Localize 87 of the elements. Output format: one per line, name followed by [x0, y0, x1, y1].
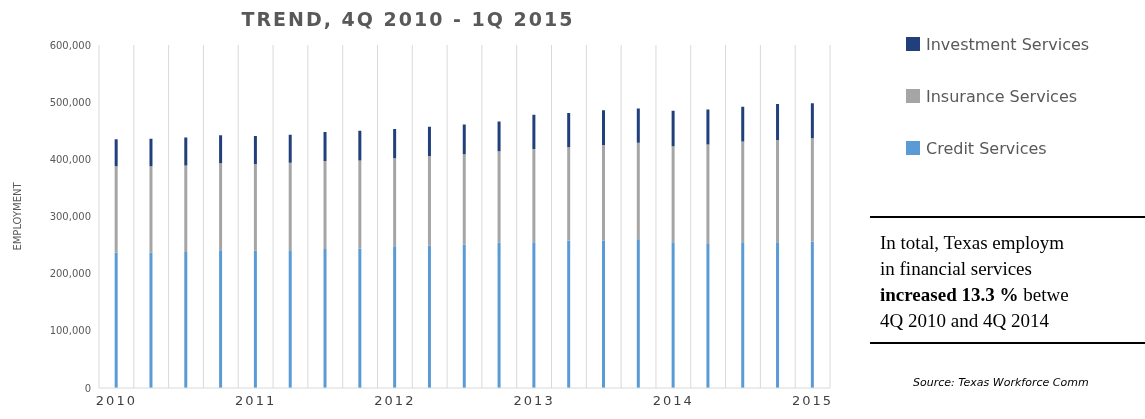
- y-tick-label: 600,000: [49, 39, 91, 51]
- bar: [462, 154, 466, 245]
- bar: [219, 250, 223, 388]
- bar: [427, 155, 431, 246]
- bar: [567, 240, 571, 388]
- bar: [427, 245, 431, 388]
- bar: [149, 252, 153, 388]
- bar: [776, 103, 780, 140]
- bar: [462, 244, 466, 388]
- bar: [114, 252, 118, 388]
- bar: [114, 139, 118, 167]
- text: increased 13.3 %: [880, 284, 1019, 305]
- bar: [358, 160, 362, 249]
- source-note: Source: Texas Workforce Comm: [913, 376, 1089, 389]
- bar: [810, 138, 814, 242]
- bar: [776, 242, 780, 388]
- bar: [497, 151, 501, 243]
- y-tick-label: 100,000: [49, 325, 91, 337]
- bar: [706, 109, 710, 145]
- bar: [393, 129, 397, 159]
- bar: [393, 246, 397, 388]
- bar: [776, 139, 780, 243]
- y-tick-label: 200,000: [49, 268, 91, 280]
- bar: [602, 145, 605, 241]
- bar: [706, 144, 710, 244]
- bar: [810, 241, 814, 388]
- bar: [393, 158, 397, 247]
- bar: [741, 242, 745, 388]
- y-tick-label: 0: [84, 382, 91, 394]
- bar: [741, 106, 745, 142]
- x-tick-label: 2015: [792, 393, 834, 409]
- bar: [184, 137, 188, 166]
- bar: [602, 240, 605, 388]
- bar: [462, 124, 466, 155]
- bar: [671, 242, 675, 388]
- bar: [636, 142, 640, 240]
- bar: [149, 138, 153, 167]
- bar: [288, 250, 292, 388]
- x-tick-label: 2014: [652, 393, 694, 409]
- x-tick-label: 2013: [513, 393, 555, 409]
- text: betwe: [1022, 284, 1069, 305]
- bar: [810, 103, 814, 139]
- bar: [184, 165, 188, 252]
- bar: [706, 243, 710, 388]
- bar: [532, 149, 536, 243]
- bar: [253, 250, 257, 388]
- bar: [497, 121, 501, 152]
- bar: [671, 110, 675, 147]
- y-tick-label: 500,000: [49, 96, 91, 108]
- bar: [497, 242, 501, 388]
- bar: [149, 166, 153, 253]
- x-tick-label: 2012: [374, 393, 416, 409]
- bar: [288, 134, 292, 163]
- bar: [636, 108, 640, 143]
- bar: [219, 135, 223, 164]
- bar: [567, 113, 571, 148]
- bar: [532, 242, 536, 388]
- bar: [184, 251, 188, 388]
- text: In total, Texas employm: [880, 231, 1066, 255]
- bar: [253, 135, 257, 164]
- bar: [427, 126, 431, 156]
- y-tick-label: 400,000: [49, 153, 91, 165]
- bar: [567, 147, 571, 241]
- bar: [358, 130, 362, 161]
- bar: [114, 166, 118, 253]
- bar: [532, 114, 536, 150]
- bar: [288, 162, 292, 251]
- chart-title: TREND, 4Q 2010 - 1Q 2015: [240, 8, 576, 30]
- text: 4Q 2010 and 4Q 2014: [880, 309, 1050, 333]
- bar: [253, 163, 257, 251]
- y-tick-label: 300,000: [49, 211, 91, 223]
- text: in financial services: [880, 257, 1033, 281]
- legend-label: Investment Services: [926, 34, 1090, 54]
- bar: [741, 141, 745, 243]
- bar: [323, 249, 327, 388]
- bar: [219, 163, 223, 251]
- bar: [671, 146, 675, 243]
- bar: [323, 131, 327, 162]
- bar: [602, 110, 605, 146]
- bar: [358, 248, 362, 388]
- legend-label: Insurance Services: [926, 86, 1078, 106]
- x-tick-label: 2010: [95, 393, 137, 409]
- y-axis-title: EMPLOYMENT: [11, 181, 23, 251]
- x-tick-label: 2011: [235, 393, 277, 409]
- bar: [323, 161, 327, 250]
- legend-label: Credit Services: [926, 138, 1047, 158]
- bar: [636, 239, 640, 388]
